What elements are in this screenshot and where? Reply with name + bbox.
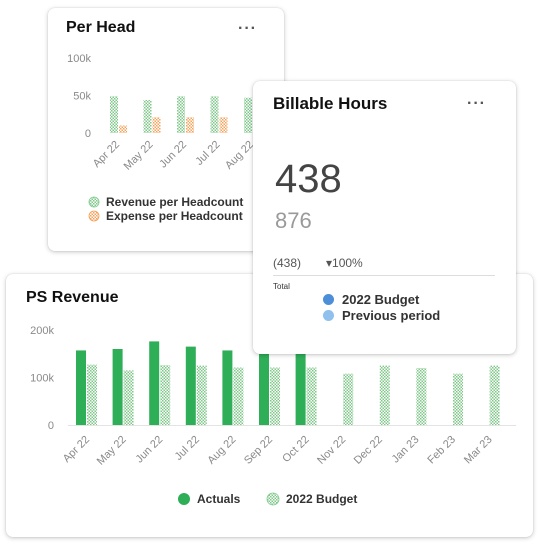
bar-budget — [416, 368, 427, 425]
y-tick-label: 200k — [30, 325, 54, 337]
bar-actuals — [185, 346, 196, 425]
legend-swatch-budget — [323, 294, 334, 305]
legend-item-budget: 2022 Budget — [323, 292, 419, 307]
x-tick-label: Jan 23 — [390, 434, 422, 466]
legend-swatch-expense — [88, 210, 100, 222]
ps-revenue-chart: 200k 100k 0 Apr 22 May 22 Jun 22 Jul 22 Aug 22 S… — [30, 325, 516, 506]
x-tick-label: Oct 22 — [280, 434, 311, 465]
bar-budget — [270, 367, 280, 425]
x-tick-label: Dec 22 — [352, 434, 385, 467]
billable-total-label: Total — [273, 282, 290, 291]
bar-budget — [233, 367, 244, 425]
billable-divider — [273, 275, 495, 276]
bar-expense-per-headcount — [152, 117, 161, 133]
bar-actuals — [259, 346, 269, 425]
billable-delta-percent: ▾100% — [326, 256, 363, 270]
bar-actuals — [222, 350, 233, 425]
legend-label-budget: 2022 Budget — [342, 292, 420, 307]
x-tick-label: Mar 23 — [462, 434, 495, 467]
billable-hours-value: 438 — [275, 157, 342, 201]
bar-expense-per-headcount — [186, 117, 194, 133]
legend-label-expense: Expense per Headcount — [106, 209, 243, 223]
x-tick-label: Jun 22 — [157, 139, 189, 171]
x-tick-label: Feb 23 — [425, 434, 458, 467]
bar-revenue-per-headcount — [110, 96, 118, 133]
legend-label-budget: 2022 Budget — [286, 492, 357, 506]
per-head-more-icon[interactable]: ··· — [238, 20, 257, 37]
bar-budget — [123, 370, 134, 425]
legend-label-revenue: Revenue per Headcount — [106, 195, 243, 209]
x-tick-label: Aug 22 — [223, 139, 256, 172]
bar-budget — [343, 373, 354, 425]
bar-actuals — [112, 349, 123, 425]
legend-label-previous: Previous period — [342, 308, 441, 323]
bar-budget — [453, 373, 463, 425]
bar-revenue-per-headcount — [143, 100, 152, 133]
x-tick-label: Jun 22 — [133, 434, 165, 466]
billable-hours-title: Billable Hours — [273, 94, 388, 113]
x-tick-label: Nov 22 — [315, 434, 348, 467]
bar-actuals — [149, 341, 160, 425]
bar-budget — [196, 365, 207, 425]
bar-budget — [87, 364, 97, 425]
x-tick-label: Jul 22 — [173, 434, 202, 463]
legend-swatch-previous — [323, 310, 334, 321]
legend-swatch-revenue — [88, 196, 100, 208]
billable-hours-comparison: 876 — [275, 208, 312, 233]
x-tick-label: May 22 — [95, 434, 129, 468]
bar-budget — [489, 365, 500, 425]
per-head-title: Per Head — [66, 19, 136, 36]
y-tick-label: 100k — [67, 53, 91, 65]
bar-expense-per-headcount — [119, 125, 127, 133]
billable-more-icon[interactable]: ··· — [467, 95, 486, 112]
bar-revenue-per-headcount — [177, 96, 185, 133]
legend-swatch-actuals — [178, 493, 190, 505]
x-tick-label: Aug 22 — [205, 434, 238, 467]
legend-label-actuals: Actuals — [197, 492, 241, 506]
bar-revenue-per-headcount — [244, 97, 252, 133]
y-tick-label: 0 — [48, 420, 54, 432]
y-tick-label: 100k — [30, 373, 54, 385]
ps-revenue-title: PS Revenue — [26, 289, 119, 306]
x-tick-label: Apr 22 — [91, 139, 122, 170]
billable-hours-card: Billable Hours ··· 438 876 (438) ▾100% T… — [253, 81, 516, 354]
legend-item-previous: Previous period — [323, 308, 440, 323]
bar-actuals — [76, 350, 86, 425]
y-tick-label: 50k — [73, 91, 91, 103]
bar-budget — [379, 365, 390, 425]
x-tick-label: May 22 — [122, 139, 156, 173]
bar-budget — [306, 367, 317, 425]
bar-budget — [160, 365, 171, 425]
x-tick-label: Apr 22 — [61, 434, 92, 465]
billable-delta: (438) — [273, 256, 302, 270]
bar-actuals — [295, 349, 306, 425]
x-tick-label: Sep 22 — [242, 434, 275, 467]
bar-expense-per-headcount — [219, 117, 228, 133]
y-tick-label: 0 — [85, 128, 91, 140]
x-tick-label: Jul 22 — [193, 139, 222, 168]
bar-revenue-per-headcount — [210, 96, 219, 133]
legend-swatch-budget — [266, 492, 280, 506]
per-head-card: Per Head ··· 100k 50k 0 Apr 22 May 22 Jun 22 J… — [48, 8, 284, 251]
